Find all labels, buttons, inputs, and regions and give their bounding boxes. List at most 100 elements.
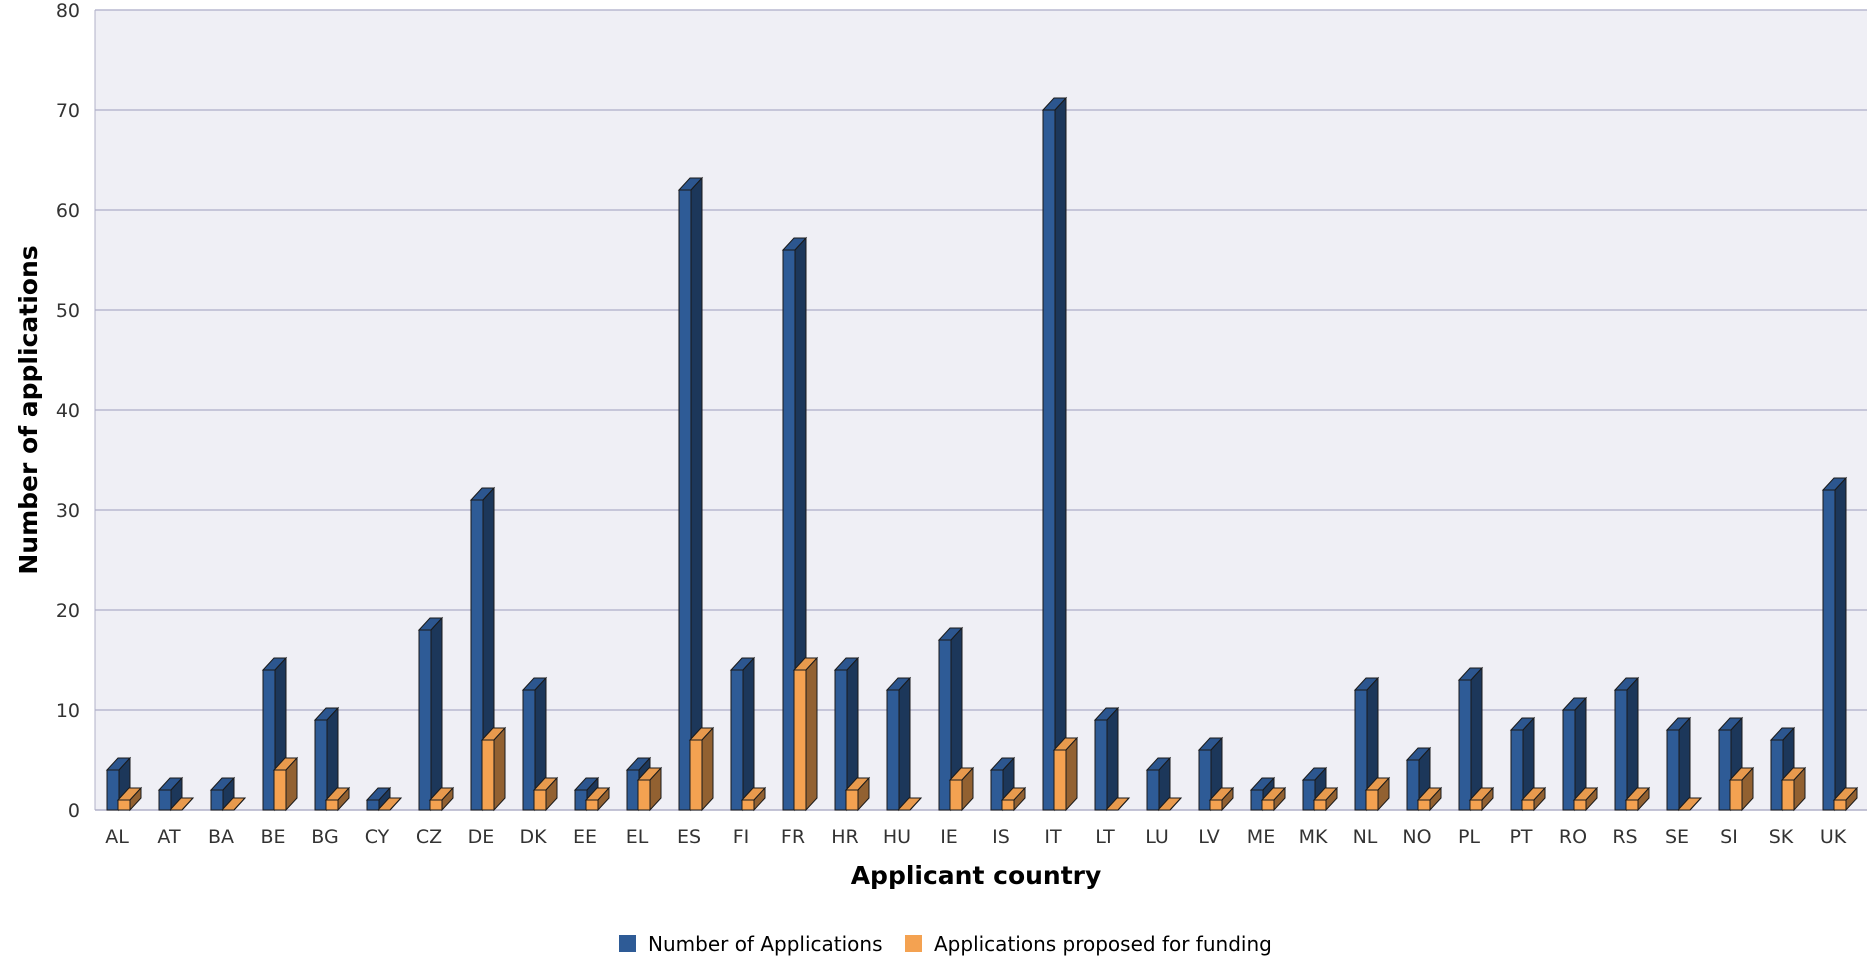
x-tick-label: LU (1145, 826, 1169, 848)
legend-swatch (619, 935, 636, 952)
bar-applications-SE (1665, 716, 1692, 812)
y-tick-label: 30 (56, 500, 80, 522)
y-tick-label: 80 (56, 0, 80, 22)
bar-funded-AT (168, 797, 195, 811)
x-tick-label: DE (468, 826, 495, 848)
x-tick-label: IE (940, 826, 958, 848)
x-tick-label: MK (1299, 826, 1328, 848)
bar-funded-ES (688, 726, 715, 812)
x-tick-label: SI (1720, 826, 1738, 848)
bar-applications-NL (1353, 676, 1380, 812)
bar-funded-AL (116, 786, 143, 812)
bar-funded-RO (1572, 786, 1599, 812)
bar-funded-HR (844, 776, 871, 812)
bar-funded-ME (1260, 786, 1287, 812)
x-tick-label: RS (1612, 826, 1637, 848)
x-tick-label: BE (260, 826, 285, 848)
x-tick-label: HR (831, 826, 859, 848)
bar-funded-IS (1000, 786, 1027, 812)
y-tick-label: 20 (56, 600, 80, 622)
bar-applications-HR (833, 656, 860, 812)
x-tick-label: SK (1769, 826, 1794, 848)
y-tick-labels: 0 10 20 30 40 50 60 70 80 (56, 0, 80, 822)
x-tick-labels: AL AT BA BE BG CY CZ DE DK EE EL ES FI FR HR HU IE IS IT LT… (105, 826, 1847, 848)
x-tick-label: BA (208, 826, 234, 848)
bar-funded-SK (1780, 766, 1807, 812)
bar-applications-IT (1041, 96, 1068, 812)
bar-funded-EE (584, 786, 611, 812)
y-tick-label: 10 (56, 700, 80, 722)
x-tick-label: EE (573, 826, 597, 848)
bar-applications-PT (1509, 716, 1536, 812)
bar-applications-CZ (417, 616, 444, 812)
x-tick-label: BG (311, 826, 338, 848)
bar-funded-BA (220, 797, 247, 811)
y-tick-label: 70 (56, 100, 80, 122)
y-tick-label: 0 (68, 800, 80, 822)
x-tick-label: EL (626, 826, 649, 848)
bar-applications-BG (313, 706, 340, 812)
bar-applications-ME (1249, 776, 1276, 812)
bar-funded-CY (376, 797, 403, 811)
x-tick-label: LT (1095, 826, 1115, 848)
x-tick-label: SE (1665, 826, 1689, 848)
bar-applications-ES (677, 176, 704, 812)
x-tick-label: ES (677, 826, 701, 848)
x-tick-label: LV (1198, 826, 1220, 848)
x-tick-label: FR (781, 826, 805, 848)
bar-funded-CZ (428, 786, 455, 812)
x-tick-label: PT (1509, 826, 1532, 848)
legend-swatch (905, 935, 922, 952)
x-tick-label: CZ (416, 826, 442, 848)
y-tick-label: 50 (56, 300, 80, 322)
x-tick-label: IT (1044, 826, 1062, 848)
bar-funded-HU (896, 797, 923, 811)
x-tick-label: IS (992, 826, 1010, 848)
bars (105, 96, 1859, 812)
x-tick-label: DK (519, 826, 547, 848)
bar-applications-LU (1145, 756, 1172, 812)
y-axis-title: Number of applications (14, 245, 43, 574)
bar-applications-PL (1457, 666, 1484, 812)
bar-applications-RO (1561, 696, 1588, 812)
bar-applications-FI (729, 656, 756, 812)
legend: Number of Applications Applications propo… (619, 932, 1272, 956)
bar-funded-NO (1416, 786, 1443, 812)
x-tick-label: RO (1559, 826, 1587, 848)
x-tick-label: ME (1247, 826, 1275, 848)
bar-funded-RS (1624, 786, 1651, 812)
legend-label: Number of Applications (648, 932, 883, 956)
x-tick-label: NO (1402, 826, 1431, 848)
bar-funded-LU (1156, 797, 1183, 811)
x-tick-label: AL (105, 826, 129, 848)
bar-applications-CY (365, 786, 392, 812)
bar-funded-PT (1520, 786, 1547, 812)
bar-funded-FI (740, 786, 767, 812)
x-tick-label: FI (733, 826, 750, 848)
bar-applications-UK (1821, 476, 1848, 812)
x-tick-label: AT (157, 826, 181, 848)
bar-funded-EL (636, 766, 663, 812)
bar-funded-BG (324, 786, 351, 812)
y-tick-label: 60 (56, 200, 80, 222)
bar-applications-LT (1093, 706, 1120, 812)
bar-funded-FR (792, 656, 819, 812)
bar-funded-MK (1312, 786, 1339, 812)
bar-funded-UK (1832, 786, 1859, 812)
bar-funded-IT (1052, 736, 1079, 812)
x-axis-title: Applicant country (851, 861, 1102, 890)
bar-applications-BA (209, 776, 236, 812)
bar-funded-LV (1208, 786, 1235, 812)
bar-funded-NL (1364, 776, 1391, 812)
bar-applications-RS (1613, 676, 1640, 812)
x-tick-label: HU (883, 826, 911, 848)
y-tick-label: 40 (56, 400, 80, 422)
bar-funded-DE (480, 726, 507, 812)
bar-applications-AT (157, 776, 184, 812)
x-tick-label: NL (1353, 826, 1378, 848)
bar-funded-LT (1104, 797, 1131, 811)
bar-funded-SE (1676, 797, 1703, 811)
x-tick-label: CY (365, 826, 390, 848)
bar-funded-SI (1728, 766, 1755, 812)
